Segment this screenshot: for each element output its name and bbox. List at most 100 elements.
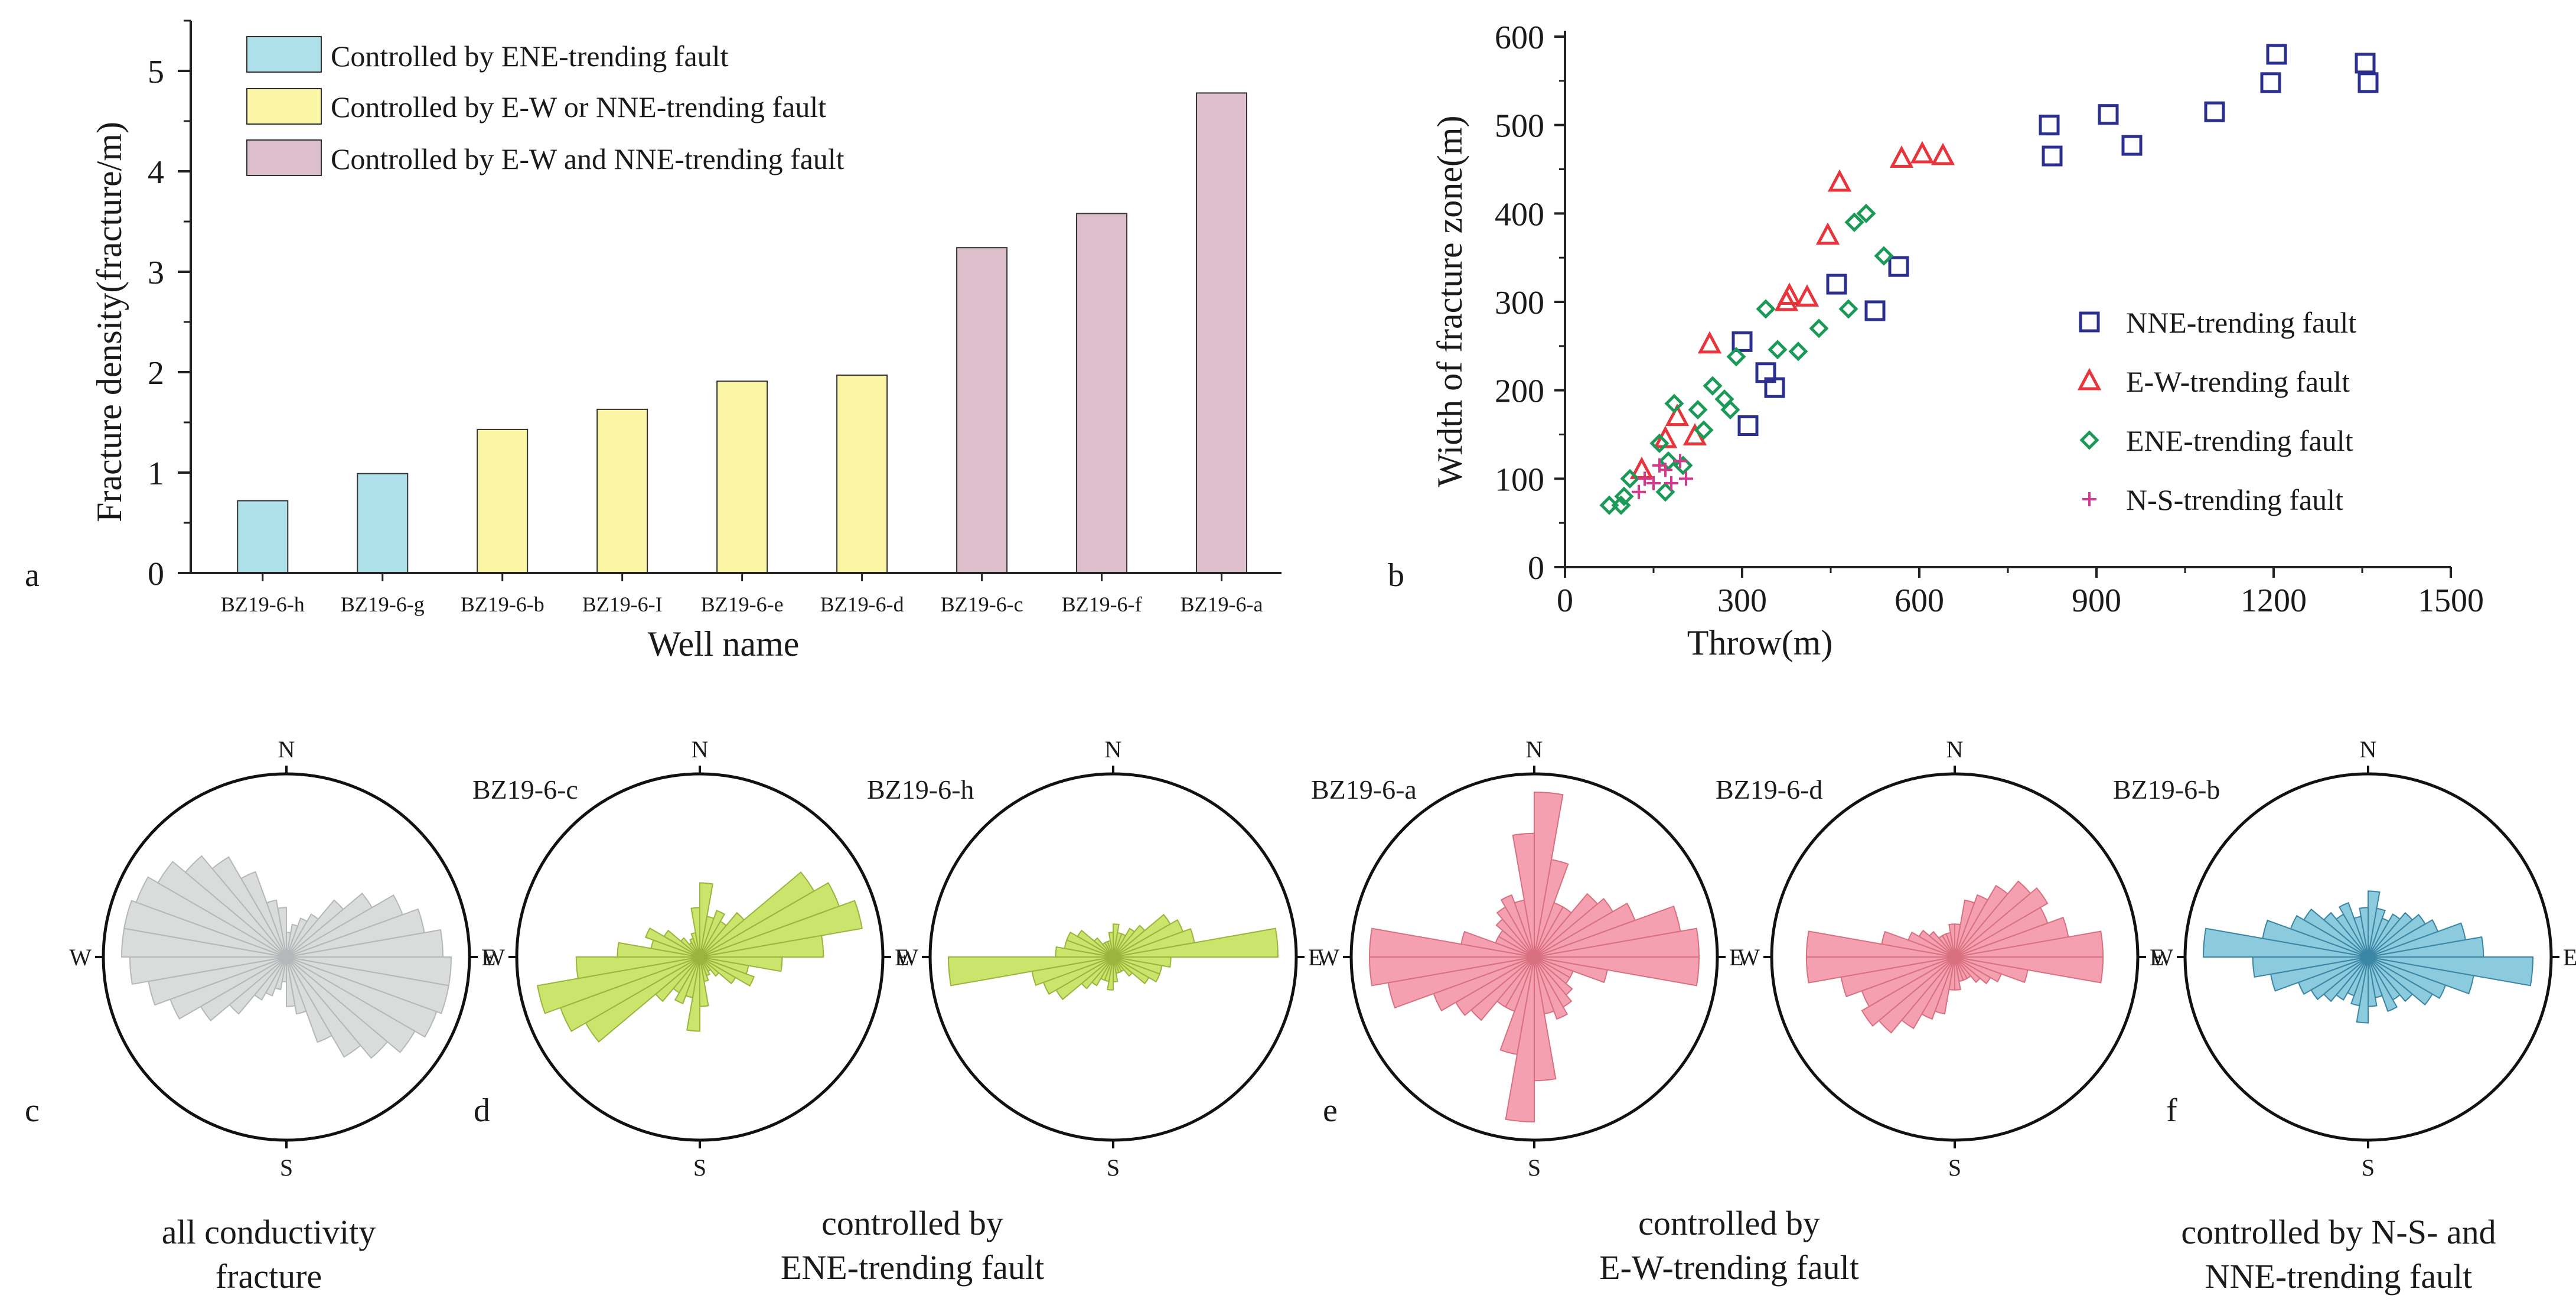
point-nne-trending-fault-11 <box>2204 101 2225 122</box>
rose-petal-f-350 <box>2359 907 2369 958</box>
panel-b-scatter-chart: 0 300 600 900 1200 1500 0 100 200 300 400 500 600 NN… <box>1388 19 2484 662</box>
rose-petals-d1 <box>537 871 863 1043</box>
point-ene-trending-fault-16 <box>1768 340 1788 360</box>
tick-label-y-5: 5 <box>148 54 164 90</box>
rose-petal-f-130 <box>2368 956 2414 1002</box>
rose-label-e-f: E <box>2563 944 2576 971</box>
rose-petal-c-350 <box>277 907 287 958</box>
rose-petal-d1-130 <box>699 956 720 977</box>
rose-e1: N S E W <box>1317 736 1743 1181</box>
point-nne-trending-fault-3 <box>1764 377 1785 398</box>
caption-c-line2: fracture <box>216 1257 322 1296</box>
legend-label-ew-and-nne: Controlled by E-W and NNE-trending fault <box>331 142 844 175</box>
point-n-s-trending-fault-2 <box>1646 476 1661 490</box>
bar-bz19-6-a <box>1196 92 1248 574</box>
legend-label-e-w-trending-fault: E-W-trending fault <box>2126 365 2350 398</box>
rose-petal-d2-80 <box>1113 927 1279 958</box>
legend-marker-nne-trending-fault <box>2079 311 2100 333</box>
rose-petal-c-130 <box>286 956 389 1059</box>
caption-e-line2: E-W-trending fault <box>1599 1248 1859 1287</box>
tick-label-x-0: 0 <box>1557 582 1573 619</box>
tick-label-x-bz19-6-e: BZ19-6-e <box>701 593 784 616</box>
caption-d-line1: controlled by <box>821 1204 1003 1242</box>
rose-petal-e2-300 <box>1918 929 1955 958</box>
point-n-s-trending-fault-5 <box>1664 476 1678 490</box>
panel-b-axes: 0 300 600 900 1200 1500 0 100 200 300 400 500 600 <box>1495 19 2484 619</box>
rose-petal-e2-170 <box>1954 956 1961 991</box>
rose-label-s-d1: S <box>693 1154 706 1181</box>
panel-a-bar-chart: Controlled by ENE-trending fault Control… <box>25 19 1282 663</box>
tick-label-y-300: 300 <box>1495 285 1544 321</box>
rose-label-n-e2: N <box>1946 736 1964 763</box>
point-ene-trending-fault-15 <box>1756 299 1776 319</box>
point-nne-trending-fault-15 <box>2357 72 2379 93</box>
rose-petal-c-150 <box>286 956 333 1043</box>
tick-label-x-bz19-6-a: BZ19-6-a <box>1181 593 1263 616</box>
point-e-w-trending-fault-4 <box>1697 331 1722 354</box>
rose-petal-d1-260 <box>575 956 700 979</box>
rose-petal-c-290 <box>135 876 287 958</box>
tick-label-x-bz19-6-b: BZ19-6-b <box>461 593 544 616</box>
caption-d-line2: ENE-trending fault <box>781 1248 1044 1287</box>
rose-petal-c-340 <box>266 899 287 958</box>
rose-petal-c-140 <box>286 956 361 1058</box>
panel-a-bars <box>237 92 1248 574</box>
rose-petal-e2-350 <box>1948 923 1955 958</box>
rose-title-bz19-6-h: BZ19-6-h <box>867 774 974 805</box>
rose-petal-e2-120 <box>1954 956 1991 985</box>
tick-label-y-3: 3 <box>148 255 164 291</box>
rose-petal-f-110 <box>2368 956 2447 1000</box>
panel-a-axes: BZ19-6-h BZ19-6-g BZ19-6-b BZ19-6-I BZ19-6-e… <box>148 19 1282 616</box>
panel-b-points <box>1599 44 2379 515</box>
rose-label-n-f: N <box>2360 736 2377 763</box>
rose-petal-e2-310 <box>1928 930 1955 958</box>
rose-petal-e2-50 <box>1954 887 2049 958</box>
rose-petals-e2 <box>1805 880 2104 1034</box>
rose-petal-d1-250 <box>537 956 700 1014</box>
bar-bz19-6-h <box>237 500 289 574</box>
rose-label-e-d2: E <box>1308 944 1322 971</box>
point-ene-trending-fault-4 <box>1649 433 1669 454</box>
rose-petal-d2-260 <box>947 956 1114 987</box>
point-n-s-trending-fault-0 <box>1632 484 1646 499</box>
caption-c-line1: all conductivity <box>162 1213 376 1251</box>
rose-petal-f-290 <box>2290 914 2369 958</box>
rose-label-e-e1: E <box>1729 944 1743 971</box>
rose-petal-d1-120 <box>699 956 736 985</box>
panel-b-ylabel: Width of fracture zone(m) <box>1430 116 1469 487</box>
legend-swatch-ew-and-nne <box>246 139 322 176</box>
tick-label-x-bz19-6-h: BZ19-6-h <box>221 593 305 616</box>
legend-swatch-ew-or-nne <box>246 88 322 125</box>
point-e-w-trending-fault-7 <box>1795 284 1819 307</box>
tick-label-x-bz19-6-c: BZ19-6-c <box>941 593 1023 616</box>
legend-label-nne-trending-fault: NNE-trending fault <box>2126 306 2356 339</box>
rose-petal-d2-170 <box>1113 956 1119 982</box>
rose-petals-d2 <box>947 913 1279 1001</box>
rose-petal-f-310 <box>2323 912 2369 958</box>
point-nne-trending-fault-4 <box>1826 274 1847 295</box>
rose-petal-d1-170 <box>699 956 709 1007</box>
rose-petal-d2-350 <box>1108 932 1114 958</box>
legend-label-ene-trending-fault: ENE-trending fault <box>2126 424 2353 457</box>
rose-petal-d1-300 <box>663 929 700 958</box>
point-ene-trending-fault-17 <box>1788 341 1808 362</box>
tick-label-y-4: 4 <box>148 154 164 191</box>
rose-label-n-c: N <box>278 736 295 763</box>
point-ene-trending-fault-19 <box>1838 299 1858 319</box>
point-nne-trending-fault-9 <box>2098 104 2119 125</box>
legend-label-ene: Controlled by ENE-trending fault <box>331 40 729 73</box>
panel-label-f: f <box>2166 1092 2177 1129</box>
tick-label-y-0: 0 <box>148 556 164 593</box>
point-ene-trending-fault-18 <box>1809 318 1829 338</box>
point-e-w-trending-fault-2 <box>1665 403 1690 427</box>
point-nne-trending-fault-6 <box>1888 256 1909 277</box>
point-ene-trending-fault-7 <box>1664 393 1684 414</box>
panel-label-d: d <box>474 1092 490 1129</box>
caption-f-line1: controlled by N-S- and <box>2181 1213 2496 1251</box>
rose-petal-f-120 <box>2368 956 2434 1006</box>
point-e-w-trending-fault-10 <box>1889 145 1914 168</box>
rose-petal-c-310 <box>184 855 287 958</box>
